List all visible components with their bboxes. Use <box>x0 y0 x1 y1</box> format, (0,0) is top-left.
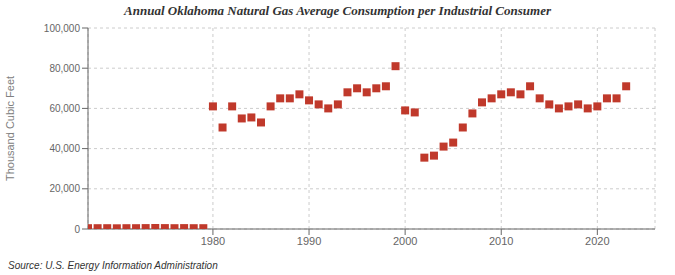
svg-text:0: 0 <box>74 224 80 235</box>
svg-text:20,000: 20,000 <box>49 183 80 194</box>
svg-text:1990: 1990 <box>297 235 321 247</box>
svg-text:100,000: 100,000 <box>44 23 81 34</box>
html-text:Source: U.S. Energy Informatio: Source: U.S. Energy Information Administ… <box>8 260 218 271</box>
html-text:Annual Oklahoma Natural Gas Av: Annual Oklahoma Natural Gas Average Cons… <box>124 3 551 18</box>
svg-text:1980: 1980 <box>201 235 225 247</box>
svg-text:40,000: 40,000 <box>49 143 80 154</box>
svg-text:80,000: 80,000 <box>49 63 80 74</box>
svg-text:Thousand Cubic Feet: Thousand Cubic Feet <box>8 76 16 181</box>
svg-text:2020: 2020 <box>585 235 609 247</box>
svg-text:2000: 2000 <box>393 235 417 247</box>
svg-text:2010: 2010 <box>489 235 513 247</box>
svg-text:60,000: 60,000 <box>49 103 80 114</box>
